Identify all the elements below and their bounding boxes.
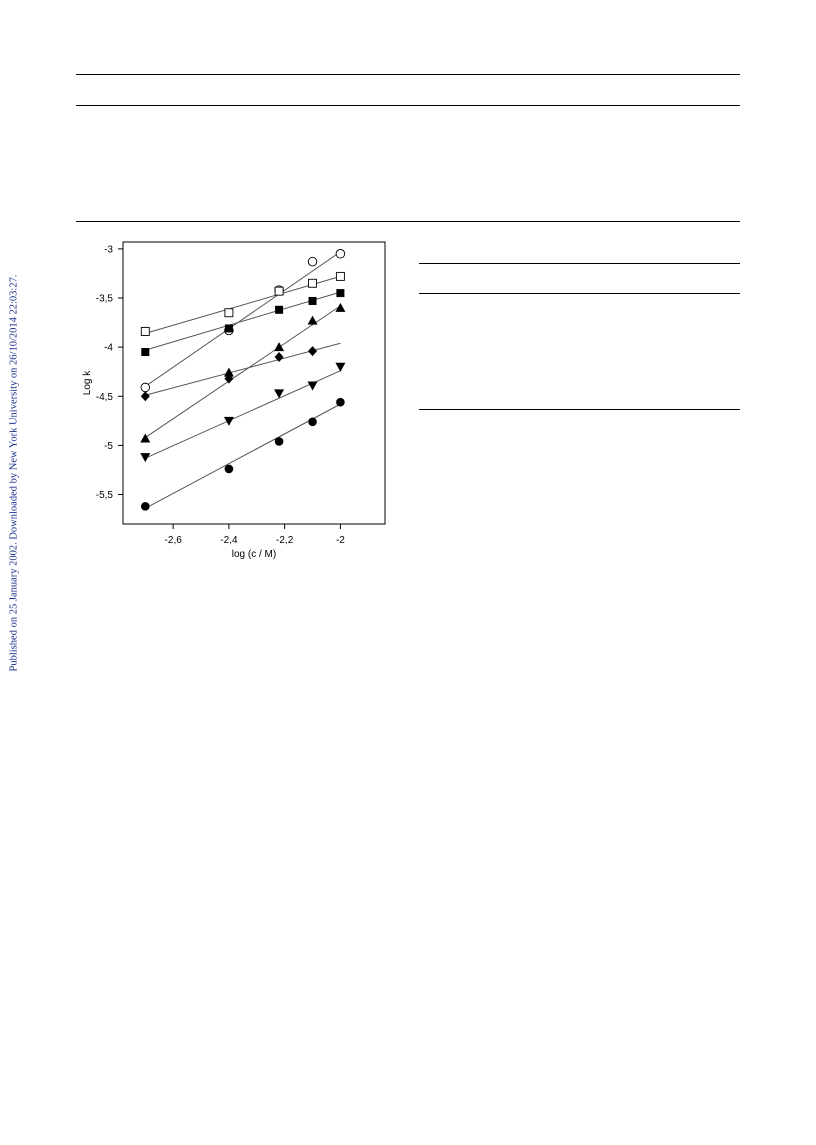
data-point-filled-circle: [140, 502, 150, 511]
y-axis-label: Log k: [82, 370, 93, 395]
download-notice-text: Published on 25 January 2002. Downloaded…: [8, 274, 20, 672]
data-point-filled-triangle-down: [335, 362, 346, 372]
data-point-filled-square: [336, 289, 345, 298]
log-k-vs-log-c-chart: -2,6 -2,4 -2,2 -2 -3 -3,5 -4 -4,5 -5 -5,5 log (c …: [82, 241, 386, 560]
data-point-filled-circle: [308, 417, 317, 427]
data-point-filled-square: [308, 296, 317, 305]
y-tick-label: -3: [104, 244, 113, 255]
data-point-filled-diamond: [224, 373, 234, 384]
x-tick-label: -2,2: [276, 535, 294, 546]
data-point-filled-triangle-down: [274, 389, 285, 399]
section-rule: [76, 221, 740, 222]
data-point-filled-circle: [224, 464, 234, 474]
x-tick-label: -2,4: [220, 535, 238, 546]
data-point-open-circle: [307, 256, 318, 267]
fit-line-open-circle: [145, 251, 341, 387]
data-point-open-circle: [335, 249, 346, 259]
data-point-open-circle: [140, 382, 151, 393]
data-point-filled-square: [141, 348, 150, 357]
data-point-filled-triangle-up: [223, 367, 234, 377]
data-point-filled-triangle-up: [335, 302, 346, 312]
data-point-filled-triangle-down: [140, 453, 151, 463]
data-point-filled-circle: [274, 437, 284, 446]
plot-frame: [122, 241, 386, 525]
fit-line-filled-circle: [145, 403, 341, 509]
download-notice: Published on 25 January 2002. Downloaded…: [2, 268, 26, 678]
fit-line-filled-diamond: [145, 342, 341, 396]
fit-line-open-square: [145, 275, 341, 334]
data-point-filled-square: [275, 305, 284, 314]
y-tick-label: -5: [104, 441, 113, 452]
data-point-open-square: [140, 326, 150, 336]
data-point-filled-triangle-down: [307, 381, 318, 391]
y-tick-label: -4,5: [96, 392, 114, 403]
fit-line-filled-triangle-up: [145, 305, 341, 438]
data-point-filled-triangle-up: [274, 342, 285, 352]
x-tick-label: -2,6: [165, 535, 183, 546]
table-rule-middle: [419, 293, 740, 294]
data-point-filled-triangle-down: [223, 416, 234, 426]
y-tick-label: -4: [104, 343, 113, 354]
x-tick-label: -2: [336, 535, 345, 546]
y-tick-label: -3,5: [96, 294, 114, 305]
table-rule-bottom: [419, 409, 740, 410]
header-rule-top: [76, 74, 740, 75]
fit-line-filled-triangle-down: [145, 370, 341, 459]
data-point-open-square: [274, 286, 284, 296]
data-point-open-square: [335, 271, 345, 281]
data-point-filled-circle: [336, 397, 345, 407]
fit-line-filled-square: [145, 291, 341, 351]
data-point-filled-triangle-up: [140, 433, 151, 443]
data-point-open-square: [308, 278, 317, 288]
data-point-filled-triangle-up: [307, 315, 318, 325]
table-rule-top: [419, 263, 740, 264]
data-point-filled-square: [224, 324, 233, 333]
header-rule-bottom: [76, 105, 740, 106]
data-point-filled-diamond: [308, 346, 318, 357]
data-point-open-square: [224, 308, 234, 318]
y-tick-label: -5,5: [96, 490, 114, 501]
x-axis-label: log (c / M): [232, 549, 276, 560]
data-point-filled-diamond: [274, 351, 284, 362]
data-point-filled-diamond: [140, 391, 150, 402]
